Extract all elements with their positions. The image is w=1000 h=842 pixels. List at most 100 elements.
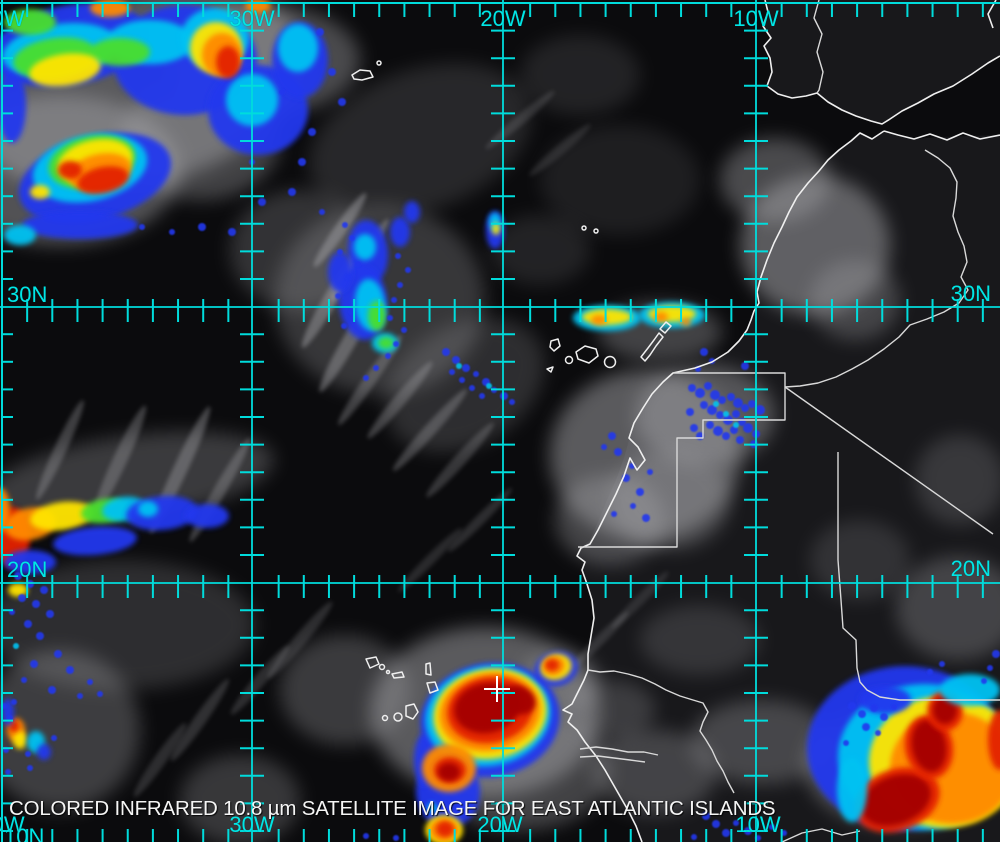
- country-border-layer: [578, 0, 1000, 842]
- grid-label-top-10w: 10W: [733, 6, 779, 31]
- coastline: [883, 130, 1000, 141]
- cloud-streak: [170, 678, 230, 762]
- cloud-speckle: [704, 382, 712, 390]
- cloud-speckle: [473, 371, 479, 377]
- cloud-streak: [313, 192, 367, 268]
- convective-cloud: [77, 166, 129, 194]
- cloud-speckle: [862, 723, 870, 731]
- cloud-speckle: [40, 586, 48, 594]
- cloud-speckle: [405, 267, 411, 273]
- cloud-speckle: [391, 297, 397, 303]
- cloud-speckle: [393, 835, 399, 841]
- cloud-speckle: [7, 715, 13, 721]
- cloud-speckle: [891, 704, 897, 710]
- cloud-speckle: [363, 375, 369, 381]
- cloud-speckle: [169, 229, 175, 235]
- cloud-speckle: [755, 405, 765, 415]
- gray-cloud: [0, 650, 140, 810]
- grid-label-top-20w: 20W: [480, 6, 526, 31]
- cloud-speckle: [401, 327, 407, 333]
- cloud-speckle: [732, 410, 740, 418]
- cloud-speckle: [741, 362, 749, 370]
- gray-cloud: [810, 260, 900, 340]
- cloud-speckle: [298, 158, 306, 166]
- grid-label-top-30w: 30W: [229, 6, 275, 31]
- landmass: [763, 0, 1000, 124]
- cloud-speckle: [77, 693, 83, 699]
- cloud-speckle: [335, 293, 341, 299]
- cloud-speckle: [743, 423, 753, 433]
- country-border: [578, 372, 786, 548]
- cloud-speckle: [722, 432, 730, 440]
- cloud-speckle: [24, 620, 32, 628]
- cloud-speckle: [981, 678, 987, 684]
- cloud-speckle: [858, 710, 866, 718]
- cloud-streak: [230, 645, 290, 715]
- country-border: [587, 669, 735, 794]
- cloud-speckle: [442, 348, 450, 356]
- convective-cloud: [582, 309, 632, 325]
- gray-cloud: [690, 700, 834, 784]
- island-outline: [385, 669, 391, 675]
- cloud-speckle: [601, 444, 607, 450]
- cloud-speckle: [880, 713, 888, 721]
- cloud-speckle: [36, 632, 44, 640]
- cloud-speckle: [279, 89, 285, 95]
- cloud-speckle: [14, 572, 22, 580]
- cloud-speckle: [769, 824, 775, 830]
- cloud-speckle: [875, 730, 881, 736]
- grid-label-left-20n: 20N: [7, 557, 48, 582]
- cloud-speckle: [18, 594, 26, 602]
- cloud-speckle: [688, 384, 696, 392]
- cloud-speckle: [733, 820, 739, 826]
- cloud-speckle: [385, 353, 391, 359]
- cloud-speckle: [452, 356, 460, 364]
- island-outline: [546, 366, 554, 373]
- island-outline: [378, 663, 386, 671]
- grid-label-left-10n: 10N: [4, 824, 45, 842]
- island-outline: [564, 355, 574, 365]
- convective-cloud: [545, 659, 559, 671]
- cloud-speckle: [748, 400, 756, 408]
- convective-cloud: [390, 217, 410, 247]
- cloud-speckle: [27, 765, 33, 771]
- convective-cloud: [22, 211, 138, 239]
- cloud-speckle: [690, 424, 698, 432]
- cloud-streak: [367, 361, 433, 439]
- cloud-speckle: [449, 369, 455, 375]
- country-border: [579, 755, 646, 763]
- cloud-speckle: [733, 398, 743, 408]
- cloud-speckle: [5, 769, 11, 775]
- island-outline: [376, 60, 382, 66]
- gray-cloud: [309, 63, 531, 217]
- gray-cloud: [540, 125, 700, 235]
- caption-block: COLORED INFRARED 10.8 µm SATELLITE IMAGE…: [9, 760, 776, 842]
- cloud-streak: [93, 405, 147, 515]
- cloud-speckle: [848, 702, 856, 710]
- convective-cloud: [427, 803, 437, 813]
- convective-cloud: [29, 53, 101, 87]
- coastline: [762, 0, 818, 99]
- coastline: [987, 0, 997, 29]
- cloud-speckle: [608, 432, 616, 440]
- cloud-speckle: [647, 469, 653, 475]
- grid-label-bottom-20w: 20W: [477, 812, 523, 837]
- country-border: [781, 828, 861, 842]
- convective-cloud: [278, 24, 318, 72]
- convective-cloud: [354, 234, 376, 260]
- cloud-speckle: [46, 610, 54, 618]
- cloud-speckle: [702, 812, 710, 820]
- gray-cloud: [720, 138, 830, 222]
- convective-cloud: [30, 501, 94, 531]
- cloud-speckle: [500, 392, 508, 400]
- cloud-speckle: [395, 253, 401, 259]
- cloud-speckle: [706, 421, 714, 429]
- cloud-speckle: [723, 411, 729, 417]
- cloud-speckle: [636, 488, 644, 496]
- cloud-streak: [447, 487, 513, 553]
- cloud-speckle: [288, 188, 296, 196]
- cloud-speckle: [462, 364, 470, 372]
- cloud-speckle: [691, 834, 697, 840]
- cloud-speckle: [54, 650, 62, 658]
